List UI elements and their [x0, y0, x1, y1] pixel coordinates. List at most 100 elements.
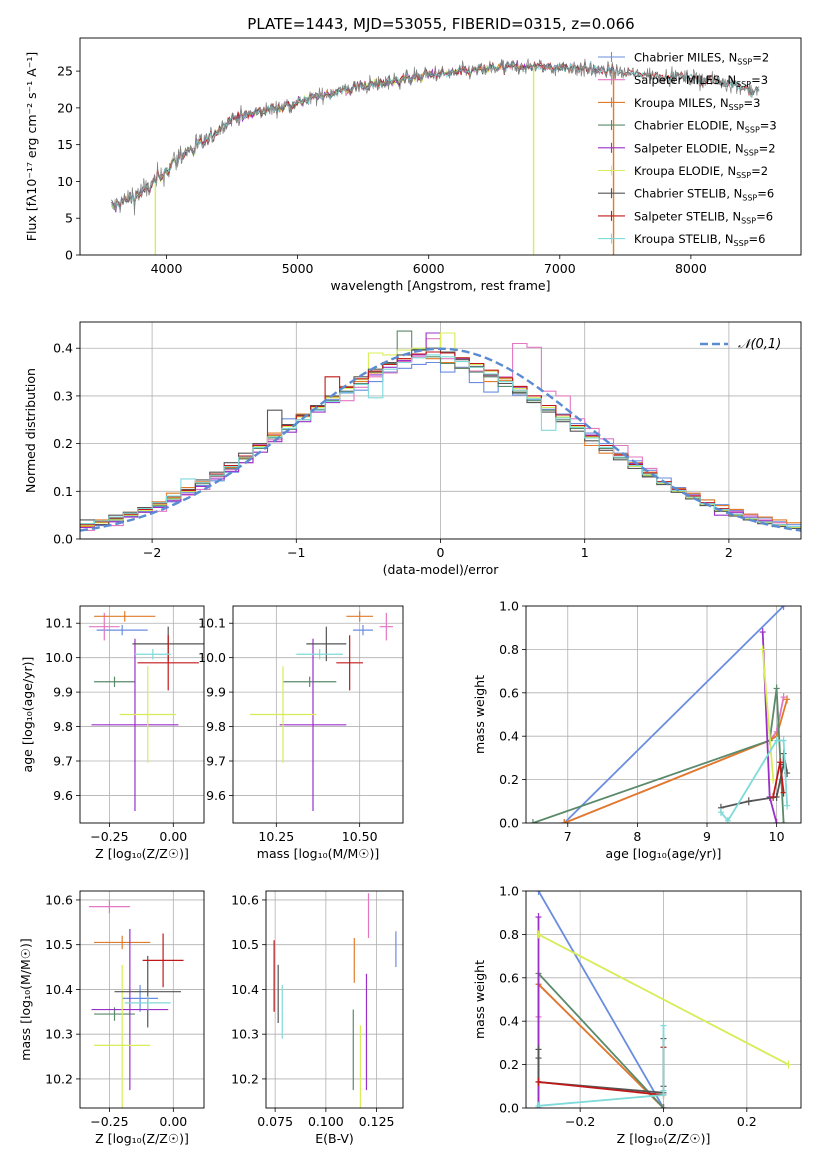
x-axis-label: wavelength [Angstrom, rest frame]	[330, 278, 550, 293]
y-tick-label: 0.0	[499, 1101, 519, 1116]
y-tick-label: 9.6	[53, 788, 73, 803]
weight-line	[538, 1025, 665, 1107]
y-axis-label: mass weight	[472, 960, 487, 1039]
panel-residuals: −2 −1 0 1 2 0.0 0.1 0.2 0.3 0.4 (data-model)/error…	[23, 321, 802, 577]
observed-spectrum-line	[111, 58, 760, 216]
y-tick-label: 0.8	[499, 642, 519, 657]
y-tick-label: 10.6	[231, 892, 259, 907]
x-tick-label: −0.2	[565, 1114, 595, 1129]
x-tick-label: −0.25	[90, 1114, 128, 1129]
legend-subscript: SSP	[744, 148, 759, 157]
legend-subscript: SSP	[734, 239, 749, 248]
legend-entry: Kroupa ELODIE, NSSP=2	[634, 164, 768, 180]
legend-count: =3	[751, 73, 768, 87]
weight-line	[563, 606, 785, 823]
x-tick-label: 5000	[282, 261, 314, 276]
y-tick-label: 10.0	[198, 650, 226, 665]
model-spectrum-line	[111, 61, 534, 211]
y-tick-label: 20	[57, 100, 73, 115]
y-tick-label: 0.4	[499, 1014, 519, 1029]
weight-line	[538, 933, 789, 1066]
panel-z-age: −0.25 0.00 9.6 9.7 9.8 9.9 10.0 10.1 Z [log₁₀(Z/…	[20, 605, 205, 861]
legend-entry: Chabrier ELODIE, NSSP=3	[634, 119, 777, 135]
y-tick-label: 9.9	[206, 685, 226, 700]
legend-subscript: SSP	[742, 194, 757, 203]
axes-frame	[525, 605, 802, 824]
histogram-step	[80, 347, 801, 530]
x-tick-label: −0.25	[90, 829, 128, 844]
x-tick-label: 10.50	[342, 829, 378, 844]
model-spectrum-line	[111, 61, 534, 210]
x-tick-label: 0.075	[257, 1114, 293, 1129]
legend-count: =2	[759, 141, 776, 155]
x-tick-label: 9	[703, 829, 711, 844]
legend-subscript: SSP	[745, 126, 760, 135]
x-tick-label: 7	[564, 829, 572, 844]
y-axis-label: Normed distribution	[23, 368, 38, 493]
legend-count: =2	[752, 51, 769, 65]
weight-line	[563, 696, 785, 823]
x-tick-label: 0	[437, 545, 445, 560]
y-tick-label: 5	[65, 211, 73, 226]
x-tick-label: 0.0	[654, 1114, 674, 1129]
legend-entry: Chabrier MILES, NSSP=2	[634, 51, 769, 67]
weight-line	[532, 688, 785, 823]
y-tick-label: 0.0	[499, 816, 519, 831]
x-axis-label: age [log₁₀(age/yr)]	[606, 846, 722, 861]
x-tick-label: 8000	[675, 261, 707, 276]
panels-layer: 4000 5000 6000 7000 80000510152025wavelength…	[18, 37, 802, 1146]
y-tick-label: 10.1	[198, 616, 226, 631]
y-tick-label: 10.0	[45, 650, 73, 665]
legend-entry: Kroupa MILES, NSSP=3	[634, 96, 760, 112]
legend-entry: Salpeter STELIB, NSSP=6	[634, 209, 773, 225]
plot-area	[80, 606, 204, 823]
axes-frame	[79, 37, 802, 256]
panel-age-weight: 7 8 9 10 0.0 0.2 0.4 0.6 0.8 1.0 age [log₁₀(age/yr…	[472, 599, 802, 861]
y-tick-label: 0.4	[499, 729, 519, 744]
y-axis-label: Flux [fλ10⁻¹⁷ erg cm⁻² s⁻¹ A⁻¹]	[24, 52, 39, 241]
y-tick-label: 9.8	[206, 719, 226, 734]
legend-count: =3	[760, 119, 777, 133]
y-tick-label: 0.2	[53, 436, 73, 451]
histogram-step	[80, 361, 801, 527]
y-tick-label: 0.8	[499, 927, 519, 942]
y-tick-label: 10.4	[231, 982, 259, 997]
legend-subscript: SSP	[737, 58, 752, 67]
y-tick-label: 10.2	[45, 1071, 73, 1086]
y-tick-label: 10.3	[231, 1027, 259, 1042]
x-tick-label: 8	[633, 829, 641, 844]
x-tick-label: 4000	[151, 261, 183, 276]
axes-frame	[79, 890, 205, 1109]
y-tick-label: 0.4	[53, 341, 73, 356]
y-tick-label: 0.0	[53, 532, 73, 547]
x-tick-label: 10	[769, 829, 785, 844]
axes-frame	[265, 890, 404, 1109]
y-tick-label: 10.5	[45, 937, 73, 952]
x-axis-label: E(B-V)	[315, 1131, 354, 1146]
axes-frame	[79, 321, 802, 540]
legend-count: =3	[744, 96, 761, 110]
y-tick-label: 10.1	[45, 616, 73, 631]
y-tick-label: 10.5	[231, 937, 259, 952]
panel-z-mass: −0.25 0.00 10.2 10.3 10.4 10.5 10.6 Z [log₁₀(Z/…	[18, 890, 205, 1146]
y-tick-label: 1.0	[499, 599, 519, 614]
y-tick-label: 10.4	[45, 982, 73, 997]
x-tick-label: 10.25	[258, 829, 294, 844]
weight-line	[761, 649, 775, 780]
figure-title: PLATE=1443, MJD=53055, FIBERID=0315, z=0…	[247, 15, 634, 33]
legend-subscript: SSP	[741, 216, 756, 225]
x-tick-label: 0.100	[308, 1114, 344, 1129]
weight-line	[537, 983, 665, 1108]
y-tick-label: 9.7	[53, 754, 73, 769]
normal-curve	[80, 347, 801, 532]
legend-count: =6	[757, 187, 774, 201]
y-tick-label: 0.6	[499, 970, 519, 985]
legend-entry: Chabrier STELIB, NSSP=6	[634, 187, 774, 203]
axes-frame	[79, 605, 205, 824]
x-tick-label: 0.00	[159, 829, 187, 844]
axes-frame	[525, 890, 802, 1109]
model-spectrum-line	[111, 59, 613, 210]
legend-entry: 𝒩(0,1)	[738, 337, 781, 352]
legend-entry: Kroupa STELIB, NSSP=6	[634, 232, 765, 248]
